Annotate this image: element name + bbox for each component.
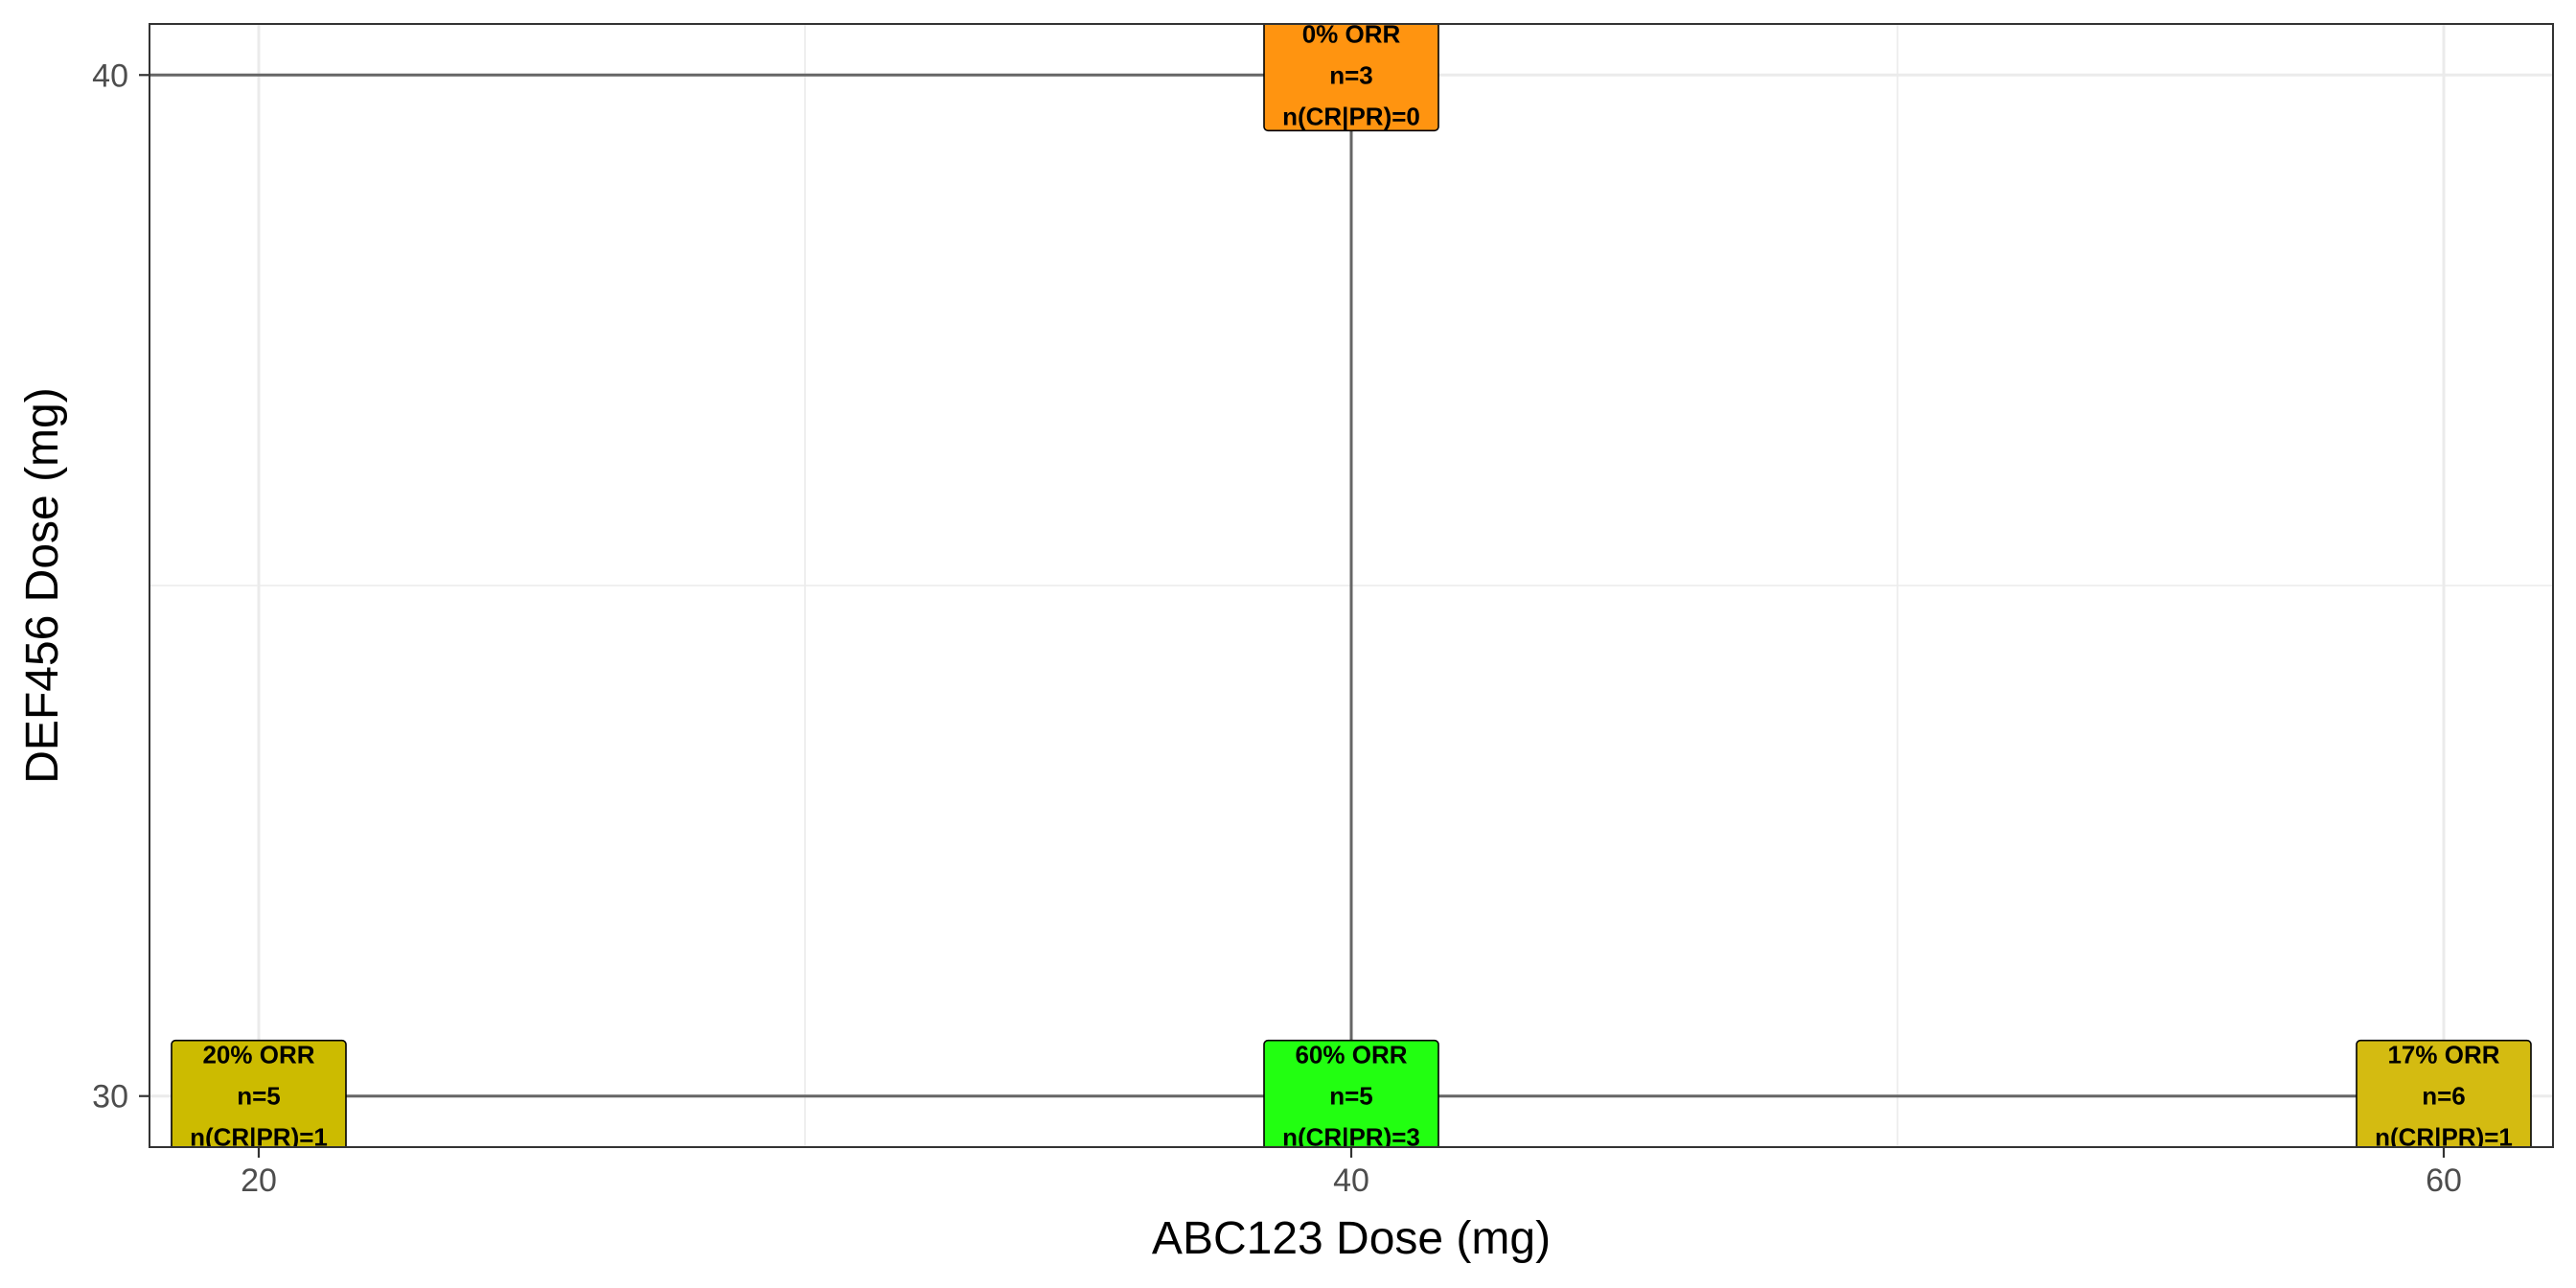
x-axis: 20 40 60 — [241, 1147, 2462, 1199]
y-axis-title: DEF456 Dose (mg) — [17, 387, 68, 783]
point-label-text: n=5 — [1329, 1082, 1373, 1111]
point-label-text: n=6 — [2422, 1082, 2466, 1111]
point-label-text: 20% ORR — [202, 1041, 314, 1070]
point-label-box — [2356, 1039, 2532, 1147]
point-labels: 20% ORR n=5 n(CR|PR)=1 60% ORR n=5 n(CR|PR)=3… — [171, 19, 2532, 1152]
x-tick-label: 40 — [1333, 1162, 1369, 1199]
point-label-text: n=5 — [237, 1082, 281, 1111]
point-label-text: 0% ORR — [1302, 19, 1401, 48]
y-tick-label: 40 — [92, 58, 128, 94]
point-label-box — [1263, 24, 1439, 132]
point-label-text: n=3 — [1329, 60, 1373, 89]
x-axis-title: ABC123 Dose (mg) — [1152, 1213, 1551, 1264]
point-label-text: n(CR|PR)=3 — [1282, 1123, 1420, 1152]
point-label-box — [1263, 1039, 1439, 1147]
point-label: 60% ORR n=5 n(CR|PR)=3 — [1263, 1039, 1439, 1152]
connections — [150, 73, 2444, 1098]
point-label-text: n(CR|PR)=0 — [1282, 102, 1420, 130]
point-label-text: n(CR|PR)=1 — [190, 1123, 328, 1152]
point-label-text: n(CR|PR)=1 — [2375, 1123, 2513, 1152]
point-label-text: 17% ORR — [2387, 1041, 2499, 1070]
point-label-text: 60% ORR — [1295, 1041, 1407, 1070]
point-label: 20% ORR n=5 n(CR|PR)=1 — [171, 1039, 347, 1152]
x-tick-label: 20 — [241, 1162, 277, 1199]
y-axis: 30 40 — [92, 58, 150, 1116]
y-tick-label: 30 — [92, 1079, 128, 1116]
point-label: 17% ORR n=6 n(CR|PR)=1 — [2356, 1039, 2532, 1152]
point-label: 0% ORR n=3 n(CR|PR)=0 — [1263, 19, 1439, 132]
x-tick-label: 60 — [2426, 1162, 2462, 1199]
point-label-box — [171, 1039, 347, 1147]
